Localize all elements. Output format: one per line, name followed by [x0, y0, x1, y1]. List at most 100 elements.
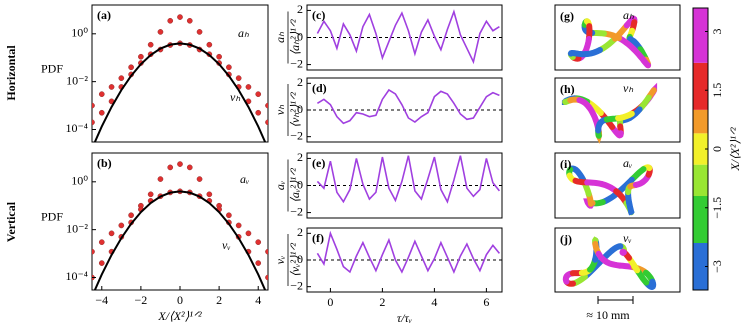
- x-tick-label: 6: [483, 295, 489, 309]
- plot-area: [307, 9, 502, 65]
- image-frame: [554, 227, 681, 293]
- y-axis-label: PDF: [41, 209, 63, 223]
- series-label: vᵥ: [222, 238, 231, 252]
- data-line: [316, 155, 501, 204]
- trajectory-segment: [630, 45, 647, 64]
- data-point: [177, 14, 183, 20]
- panel-label: (f): [312, 231, 324, 245]
- data-point: [265, 102, 268, 109]
- colorbar-tick-label: 1.5: [710, 83, 724, 98]
- data-point: [92, 119, 95, 126]
- data-point: [92, 102, 95, 109]
- y-label-denominator: ⟨aᵥ²⟩¹ᐟ²: [288, 168, 302, 203]
- colorbar-tick-label: 3: [710, 29, 724, 35]
- data-point: [167, 164, 174, 171]
- y-label-numerator: vₕ: [273, 105, 287, 115]
- y-tick-label: 0: [297, 252, 303, 266]
- data-line: [316, 9, 500, 65]
- y-tick-label: 10⁰: [71, 174, 88, 188]
- y-tick-label: 2: [297, 225, 303, 239]
- data-point: [157, 29, 164, 35]
- data-point: [98, 239, 105, 246]
- y-label-denominator: ⟨vᵥ²⟩¹ᐟ²: [288, 243, 302, 277]
- trajectory-segment: [632, 178, 647, 188]
- data-line: [93, 190, 267, 290]
- trajectory-segment: [628, 166, 647, 183]
- y-axis-label: vₕ ⟨vₕ²⟩¹ᐟ²: [273, 84, 302, 136]
- data-point: [98, 260, 105, 266]
- data-point: [216, 53, 222, 60]
- image-frame: [554, 152, 681, 219]
- y-tick-label: 2: [297, 150, 303, 164]
- colorbar-bin: [693, 243, 708, 290]
- panel-label: (b): [97, 156, 112, 170]
- data-point: [128, 212, 134, 219]
- y-tick-label: −2: [290, 278, 303, 292]
- plot-area: [307, 88, 502, 125]
- image-label: vᵥ: [623, 231, 632, 245]
- data-point: [235, 75, 242, 82]
- colorbar-tick-label: −1.5: [710, 197, 724, 219]
- series-label: aₕ: [238, 26, 249, 40]
- y-label-denominator: ⟨vₕ²⟩¹ᐟ²: [288, 92, 302, 128]
- trajectory-segment: [615, 110, 635, 122]
- data-point: [255, 91, 262, 98]
- data-point: [255, 260, 262, 266]
- y-tick-label: 10⁻²: [66, 221, 88, 235]
- x-tick-label: 0: [327, 295, 333, 309]
- data-point: [265, 274, 268, 281]
- image-label: aᵥ: [623, 156, 632, 170]
- data-point: [206, 191, 213, 198]
- data-point: [186, 164, 193, 171]
- image-label: aₕ: [623, 8, 634, 22]
- colorbar-bin: [693, 133, 708, 165]
- panel-label: (h): [560, 82, 575, 96]
- colorbar-bin: [693, 196, 708, 243]
- data-point: [177, 161, 183, 167]
- colorbar-label: X/⟨X²⟩¹ᐟ²: [728, 127, 742, 172]
- data-line: [93, 42, 267, 142]
- data-point: [196, 29, 203, 35]
- panel-label: (g): [560, 9, 574, 23]
- series-label: vₕ: [230, 90, 240, 104]
- x-tick-label: −4: [95, 293, 108, 307]
- y-tick-label: 0: [297, 177, 303, 191]
- data-point: [147, 191, 154, 198]
- data-point: [92, 248, 95, 255]
- series-label: aᵥ: [240, 172, 249, 186]
- data-point: [108, 84, 115, 90]
- y-tick-label: 2: [297, 75, 303, 89]
- colorbar-tick-label: 0: [710, 146, 724, 152]
- y-tick-label: 0: [297, 29, 303, 43]
- plot-area: [92, 161, 268, 290]
- plot-area: [92, 14, 268, 142]
- plot-frame: [91, 4, 269, 143]
- panel-label: (d): [312, 81, 327, 95]
- y-axis-label: aₕ ⟨aₕ²⟩¹ᐟ²: [273, 11, 302, 64]
- x-axis-label: X/⟨X²⟩¹ᐟ²: [157, 309, 202, 323]
- data-point: [118, 75, 125, 82]
- y-axis-label: PDF: [41, 61, 63, 75]
- image-label: vₕ: [623, 81, 633, 95]
- y-tick-label: 2: [297, 2, 303, 16]
- y-axis-label: vᵥ ⟨vᵥ²⟩¹ᐟ²: [273, 234, 302, 286]
- data-point: [235, 222, 242, 229]
- y-tick-label: −2: [290, 128, 303, 142]
- x-tick-label: 4: [431, 295, 437, 309]
- x-tick-label: 2: [379, 295, 385, 309]
- y-tick-label: 10⁰: [71, 26, 88, 40]
- data-line: [316, 88, 500, 125]
- data-line: [316, 230, 501, 275]
- data-point: [255, 239, 262, 246]
- x-tick-label: 2: [216, 293, 222, 307]
- colorbar-bin: [693, 109, 708, 134]
- data-point: [147, 41, 154, 48]
- colorbar-tick-label: −3: [710, 260, 724, 273]
- data-point: [108, 230, 115, 237]
- colorbar-bin: [693, 164, 708, 196]
- scale-bar-label: ≈ 10 mm: [586, 308, 630, 322]
- data-point: [206, 41, 213, 48]
- y-label-denominator: ⟨aₕ²⟩¹ᐟ²: [288, 19, 302, 55]
- plot-area: [307, 155, 502, 204]
